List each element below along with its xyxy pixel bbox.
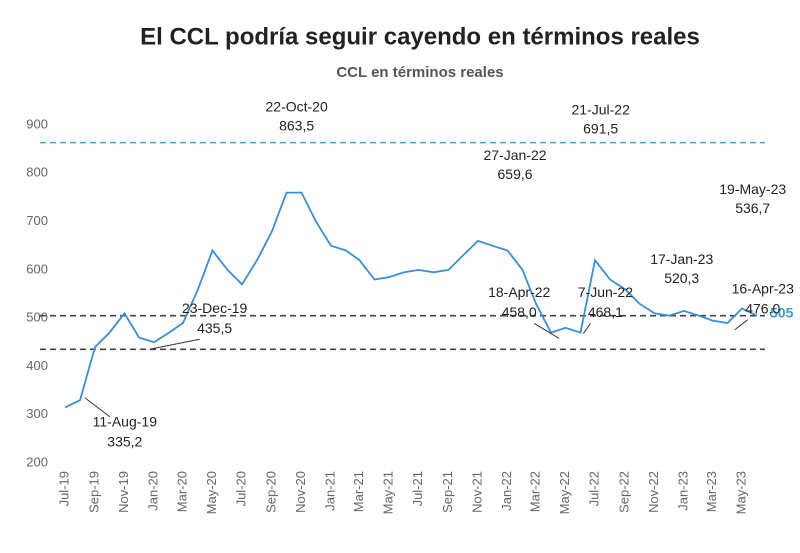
annotation-date: 19-May-23 [719,181,786,197]
x-tick-label: Mar-22 [527,471,542,512]
leader-line [149,338,200,350]
annotation-date: 21-Jul-22 [571,101,630,117]
annotation-date: 17-Jan-23 [650,251,713,267]
y-tick-label: 400 [26,358,48,373]
x-tick-label: May-23 [733,471,748,514]
x-tick-label: May-21 [380,471,395,514]
annotation-value: 691,5 [583,120,618,136]
x-tick-label: Jul-22 [586,471,601,506]
x-tick-label: Jan-21 [322,471,337,511]
annotation-value: 335,2 [107,433,142,449]
chart-title: El CCL podría seguir cayendo en términos… [140,23,700,50]
annotation-date: 11-Aug-19 [93,413,158,429]
annotation-value: 659,6 [498,166,533,182]
x-tick-label: Sep-20 [263,471,278,513]
line-series [64,191,758,409]
x-tick-label: Sep-22 [616,471,631,513]
annotation-value: 468,1 [588,304,623,320]
x-tick-label: Nov-19 [116,471,131,513]
x-tick-label: Jul-21 [410,471,425,506]
annotation-value: 458,0 [502,304,537,320]
x-tick-label: Nov-21 [469,471,484,513]
y-tick-label: 800 [26,165,48,180]
x-tick-label: Jan-20 [145,471,160,511]
x-tick-label: Nov-22 [646,471,661,513]
annotation-value: 476,0 [745,300,780,316]
x-tick-label: Nov-20 [293,471,308,513]
chart-subtitle: CCL en términos reales [336,64,503,81]
x-tick-label: Jan-22 [499,471,514,511]
annotation-date: 7-Jun-22 [578,284,633,300]
x-tick-label: Mar-23 [704,471,719,512]
annotation-date: 23-Dec-19 [182,300,248,316]
leader-line [734,319,749,331]
annotation-date: 27-Jan-22 [484,147,547,163]
y-tick-label: 700 [26,213,48,228]
annotation-date: 16-Apr-23 [732,280,794,296]
x-tick-label: Sep-19 [86,471,101,513]
annotation-value: 435,5 [197,320,232,336]
x-tick-label: Jul-20 [233,471,248,506]
x-tick-label: Mar-20 [174,471,189,512]
y-tick-label: 600 [26,261,48,276]
y-tick-label: 500 [26,310,48,325]
annotation-date: 22-Oct-20 [266,98,328,114]
x-tick-label: Mar-21 [351,471,366,512]
annotation-value: 520,3 [664,270,699,286]
reference-label: 505 [770,304,794,320]
y-tick-label: 300 [26,406,48,421]
annotation-value: 863,5 [279,117,314,133]
x-tick-label: May-22 [557,471,572,514]
leader-line [582,323,591,334]
annotation-value: 536,7 [735,200,770,216]
x-tick-label: Jul-19 [56,471,71,506]
annotation-date: 18-Apr-22 [488,284,550,300]
x-tick-label: Sep-21 [440,471,455,513]
x-tick-label: Jan-23 [675,471,690,511]
y-tick-label: 900 [26,116,48,131]
x-tick-label: May-20 [204,471,219,514]
leader-line [84,397,111,418]
leader-line [533,322,560,339]
y-tick-label: 200 [26,454,48,469]
